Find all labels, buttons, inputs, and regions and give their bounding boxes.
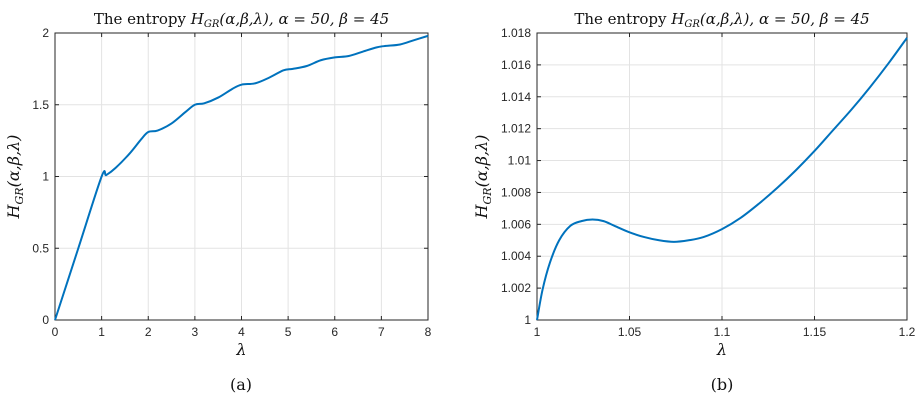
x-tick-label: 1.15 [803, 325, 827, 339]
series-line-1 [54, 34, 429, 321]
y-tick-label: 1.008 [501, 185, 531, 199]
y-tick-label: 1.006 [501, 217, 531, 231]
y-axis-label: HGR(α,β,λ) [472, 135, 494, 220]
y-tick-label: 1.5 [32, 98, 49, 112]
y-tick-label: 1.01 [508, 154, 532, 168]
x-tick-label: 1 [98, 325, 105, 339]
series-line-1 [536, 37, 908, 321]
x-tick-label: 7 [378, 325, 385, 339]
x-tick-label: 2 [145, 325, 152, 339]
chart-title: The entropy HGR(α,β,λ), α = 50, β = 45 [94, 10, 389, 30]
plot-frame [54, 32, 429, 321]
x-tick-label: 5 [285, 325, 292, 339]
x-axis-label: λ [716, 340, 727, 359]
x-tick-label: 4 [238, 325, 245, 339]
x-tick-label: 1.05 [618, 325, 642, 339]
y-tick-label: 1.012 [501, 122, 531, 136]
x-tick-label: 8 [425, 325, 432, 339]
chart-title: The entropy HGR(α,β,λ), α = 50, β = 45 [574, 10, 869, 30]
chart-panel-1: 0 1 2 3 4 5 6 7 8 0 0.5 1 1.5 2 The entropy HGR(α,β,λ)… [4, 10, 432, 394]
figure-caption: (b) [711, 375, 734, 394]
y-tick-label: 1.002 [501, 281, 531, 295]
y-tick-label: 0 [42, 313, 49, 327]
x-tick-label: 1.1 [714, 325, 731, 339]
y-tick-label: 0.5 [32, 241, 49, 255]
y-axis-label: HGR(α,β,λ) [4, 135, 26, 220]
x-tick-label: 1.2 [899, 325, 916, 339]
y-tick-label: 1.004 [501, 249, 531, 263]
x-tick-label: 6 [331, 325, 338, 339]
x-tick-label: 0 [52, 325, 59, 339]
y-tick-label: 1.016 [501, 58, 531, 72]
x-tick-label: 3 [192, 325, 199, 339]
y-tick-label: 1.014 [501, 90, 531, 104]
y-tick-label: 2 [42, 26, 49, 40]
chart-panel-2: 1 1.05 1.1 1.15 1.2 1 1.002 1.004 1.006 1.008 1.01… [472, 10, 916, 394]
plot-frame [536, 32, 908, 321]
y-tick-label: 1 [42, 170, 49, 184]
x-axis-label: λ [235, 340, 246, 359]
y-tick-label: 1.018 [501, 26, 531, 40]
figure-caption: (a) [230, 375, 252, 394]
x-tick-label: 1 [534, 325, 541, 339]
y-tick-label: 1 [524, 313, 531, 327]
